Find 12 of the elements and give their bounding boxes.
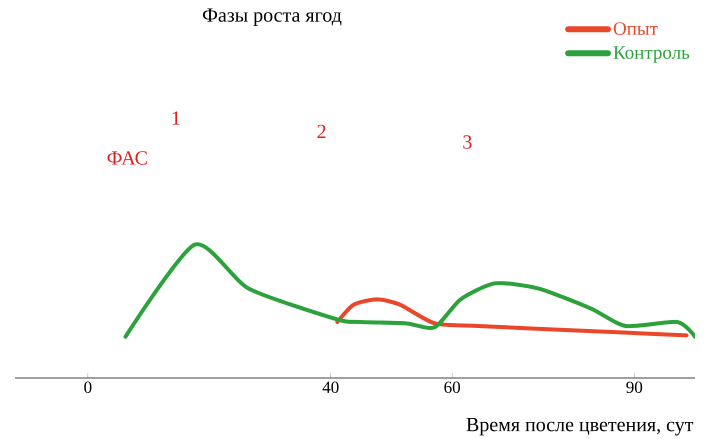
x-tick-label: 40 — [322, 382, 339, 393]
text: 1 — [172, 111, 180, 125]
x-axis-title: Время после цветения, сут — [466, 418, 694, 436]
legend-label: Опыт — [614, 22, 658, 35]
legend-label: Контроль — [614, 46, 690, 63]
text: ФАС — [107, 151, 147, 165]
x-tick-label: 60 — [444, 382, 460, 393]
x-tick-label: 0 — [84, 382, 92, 393]
x-tick-label: 90 — [626, 382, 642, 393]
text: 2 — [317, 124, 326, 138]
chart-title: Фазы роста ягод — [202, 8, 342, 26]
text: 3 — [463, 135, 472, 149]
